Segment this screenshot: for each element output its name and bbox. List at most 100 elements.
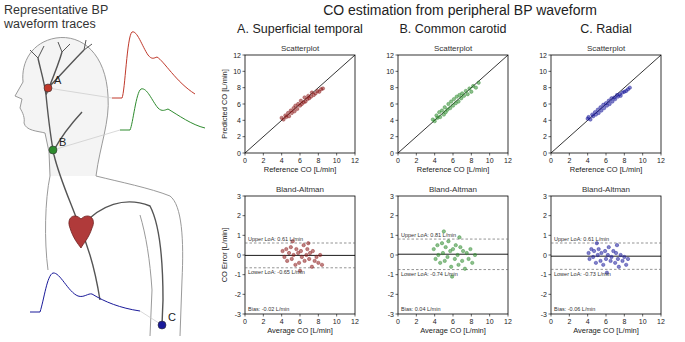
x-tick: [453, 314, 454, 317]
annotation: Lower LoA: -0.74 L/min: [401, 271, 458, 277]
site-marker: [44, 84, 52, 92]
y-tick-label: 4: [390, 117, 394, 124]
y-tick: [549, 274, 552, 275]
y-axis-label: CO Error [L/min]: [220, 228, 229, 283]
data-point: [613, 97, 616, 100]
x-tick-label: 8: [622, 318, 626, 325]
y-tick-label: 8: [390, 84, 394, 91]
x-tick-label: 12: [504, 318, 512, 325]
x-tick: [606, 314, 607, 317]
data-point: [453, 257, 456, 260]
y-tick: [243, 71, 246, 72]
x-tick: [300, 153, 301, 156]
y-tick-label: -3: [541, 311, 547, 318]
y-tick: [243, 87, 246, 88]
data-point: [600, 251, 603, 254]
plot-frame: [551, 196, 661, 314]
data-point: [465, 251, 468, 254]
x-axis-label: Reference CO [L/min]: [570, 165, 643, 174]
x-tick-label: 12: [351, 157, 359, 164]
data-point: [626, 257, 629, 260]
chart-title: Bland-Altman: [582, 185, 630, 194]
data-point: [285, 247, 288, 250]
x-tick: [551, 314, 552, 317]
data-point: [588, 257, 591, 260]
illustration-title: Representative BP: [4, 3, 108, 17]
x-tick-label: 12: [657, 318, 665, 325]
chart: Bland-Altman024681012-3-2-10123Average C…: [220, 185, 359, 335]
y-tick: [549, 294, 552, 295]
data-point: [611, 100, 614, 103]
data-point: [468, 87, 471, 90]
x-tick-label: 10: [639, 318, 647, 325]
data-point: [300, 255, 303, 258]
x-tick-label: 0: [396, 157, 400, 164]
data-point: [587, 251, 590, 254]
x-axis-label: Average CO [L/min]: [573, 326, 639, 335]
data-point: [596, 253, 599, 256]
chart: Scatterplot024681012024681012Reference C…: [539, 44, 665, 174]
y-tick: [549, 314, 552, 315]
identity-line: [551, 55, 661, 153]
x-tick-label: 2: [414, 318, 418, 325]
data-point: [440, 242, 443, 245]
data-point: [623, 255, 626, 258]
y-tick-label: 0: [390, 252, 394, 259]
x-tick: [263, 314, 264, 317]
figure-title: CO estimation from peripheral BP wavefor…: [323, 2, 597, 18]
chart-title: Bland-Altman: [276, 185, 324, 194]
illustration: Representative BPwaveform tracesABC: [3, 3, 205, 336]
data-point: [624, 263, 627, 266]
data-point: [473, 253, 476, 256]
data-point: [589, 118, 592, 121]
y-tick-label: -1: [388, 271, 394, 278]
x-tick: [489, 314, 490, 317]
y-tick-label: 2: [543, 133, 547, 140]
x-tick: [661, 314, 662, 317]
column-title: A. Superficial temporal: [237, 22, 363, 36]
chart: Bland-Altman024681012-3-2-10123Average C…: [541, 185, 665, 335]
data-point: [619, 253, 622, 256]
x-tick: [642, 153, 643, 156]
y-tick-label: 2: [237, 133, 241, 140]
data-point: [447, 240, 450, 243]
x-tick: [624, 314, 625, 317]
x-tick: [551, 153, 552, 156]
data-point: [610, 255, 613, 258]
y-tick: [549, 215, 552, 216]
data-point: [441, 251, 444, 254]
annotation: Bias: -0.02 L/min: [248, 306, 289, 312]
x-tick: [245, 314, 246, 317]
data-point: [302, 243, 305, 246]
data-point: [292, 253, 295, 256]
x-tick-label: 0: [243, 318, 247, 325]
x-tick-label: 2: [567, 157, 571, 164]
chart-title: Bland-Altman: [429, 185, 477, 194]
data-point: [609, 259, 612, 262]
y-tick: [243, 294, 246, 295]
y-tick: [549, 120, 552, 121]
x-tick: [336, 314, 337, 317]
data-point: [463, 267, 466, 270]
y-tick-label: 12: [539, 52, 547, 59]
x-tick-label: 0: [243, 157, 247, 164]
y-tick: [396, 294, 399, 295]
data-point: [628, 86, 631, 89]
x-tick-label: 10: [333, 157, 341, 164]
data-point: [462, 94, 465, 97]
data-point: [602, 106, 605, 109]
data-point: [289, 245, 292, 248]
data-point: [592, 249, 595, 252]
y-tick: [243, 314, 246, 315]
x-tick: [416, 314, 417, 317]
x-tick-label: 6: [604, 318, 608, 325]
artery-branches: [30, 40, 92, 58]
bias-line: [398, 254, 508, 255]
y-tick-label: 2: [390, 212, 394, 219]
data-point: [591, 255, 594, 258]
y-axis-label: Predicted CO [L/min]: [220, 69, 229, 139]
x-tick: [434, 153, 435, 156]
y-tick: [396, 120, 399, 121]
y-tick-label: -2: [388, 291, 394, 298]
data-point: [449, 100, 452, 103]
